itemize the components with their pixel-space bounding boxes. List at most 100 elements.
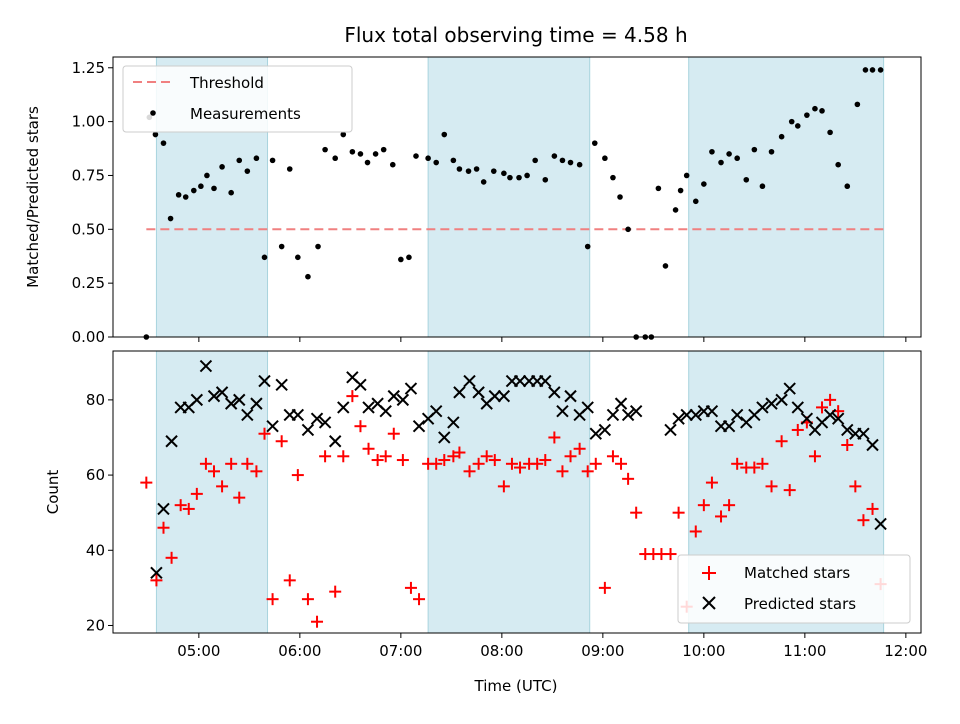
measurement-point (236, 157, 243, 164)
predicted-star-point (472, 386, 485, 399)
matched-star-point (497, 480, 510, 493)
measurement-point (827, 129, 833, 136)
predicted-star-point (337, 401, 350, 414)
measurement-point (734, 155, 740, 162)
measurement-point (709, 148, 715, 155)
predicted-star-point (463, 374, 476, 388)
predicted-star-point (664, 423, 677, 437)
measurement-point (602, 155, 608, 162)
predicted-star-point (310, 412, 324, 425)
bottom-axes-frame (112, 350, 922, 634)
matched-star-point (453, 446, 466, 459)
measurement-point (269, 157, 276, 164)
matched-star-point (258, 427, 271, 440)
top-axes-frame (112, 56, 922, 338)
matched-star-point (775, 435, 788, 448)
matched-star-point (463, 465, 476, 478)
matched-star-point (438, 454, 451, 467)
measurement-point (683, 172, 690, 179)
predicted-star-point (581, 401, 594, 414)
predicted-star-point (689, 408, 702, 422)
matched-star-point (208, 465, 220, 478)
measurement-point (204, 172, 210, 179)
top-shaded-interval-1 (427, 56, 591, 338)
predicted-star-point (621, 408, 635, 422)
matched-star-point (622, 472, 635, 485)
matched-star-point (765, 480, 778, 493)
predicted-star-point (438, 431, 451, 444)
matched-star-point (697, 499, 710, 512)
measurement-point (357, 151, 364, 157)
predicted-star-point (629, 404, 643, 418)
measurement-point (662, 263, 669, 269)
matched-star-point (182, 502, 195, 515)
legend-measurement-swatch (150, 110, 156, 116)
measurement-point (532, 157, 538, 164)
predicted-star-point (453, 386, 466, 399)
measurement-point (835, 161, 841, 168)
matched-star-point (404, 581, 417, 594)
predicted-star-point (598, 423, 612, 437)
predicted-star-point (614, 397, 628, 410)
measurement-point (473, 166, 480, 172)
x-tick-label: 12:00 (884, 642, 927, 660)
matched-star-point (748, 461, 761, 474)
top-legend: Threshold Measurements (122, 65, 353, 133)
measurement-point (286, 166, 293, 172)
matched-star-point (488, 454, 501, 467)
measurement-point (380, 146, 387, 153)
predicted-star-point (756, 401, 769, 414)
matched-star-point (672, 506, 685, 519)
measurement-point (672, 207, 679, 213)
matched-star-point (150, 574, 163, 587)
top-y-ticks: 0.00 0.25 0.50 0.75 1.00 1.25 (72, 59, 113, 346)
bottom-y-axis-label: Count (44, 470, 62, 515)
measurement-point (778, 133, 785, 140)
bottom-y-tick-label: 40 (86, 541, 105, 559)
matched-star-point (354, 420, 367, 433)
measurement-point (389, 161, 396, 168)
measurement-point (278, 243, 285, 250)
matched-star-point (472, 457, 485, 470)
matched-star-point (396, 454, 409, 467)
measurement-point (701, 181, 707, 187)
measurement-point (433, 159, 440, 166)
matched-star-point (233, 491, 246, 504)
top-y-axis-label: Matched/Predicted stars (24, 106, 42, 288)
measurement-point (692, 198, 699, 205)
measurement-point (349, 148, 356, 155)
predicted-star-point (275, 378, 288, 392)
matched-star-point (589, 457, 602, 470)
predicted-star-point (556, 404, 569, 418)
measurement-point (413, 153, 419, 159)
measurement-point (228, 189, 234, 196)
predicted-star-point (387, 389, 400, 403)
matched-star-point (857, 514, 870, 527)
predicted-star-point (207, 389, 221, 403)
measurement-points (143, 67, 884, 340)
measurement-point (152, 131, 159, 138)
matched-star-point (225, 457, 238, 470)
matched-star-point (606, 450, 619, 463)
predicted-star-point (429, 404, 443, 418)
matched-star-point (756, 457, 769, 470)
matched-star-point (291, 469, 304, 482)
matched-star-point (630, 506, 643, 519)
predicted-star-point (379, 404, 392, 418)
measurement-point (655, 185, 662, 192)
x-axis-label: Time (UTC) (474, 677, 558, 695)
matched-star-point (849, 480, 862, 493)
measurement-point (726, 151, 732, 157)
legend-matched-label: Matched stars (744, 564, 850, 582)
matched-star-point (190, 487, 203, 500)
measurement-point (794, 123, 801, 129)
predicted-star-point (722, 419, 736, 433)
matched-star-point (140, 476, 153, 489)
measurement-point (198, 183, 204, 190)
top-legend-box (122, 65, 353, 133)
x-tick-label: 07:00 (379, 642, 422, 660)
measurement-point (591, 140, 598, 146)
measurement-point (219, 164, 225, 170)
matched-star-point (573, 442, 586, 455)
measurement-point (804, 112, 810, 118)
